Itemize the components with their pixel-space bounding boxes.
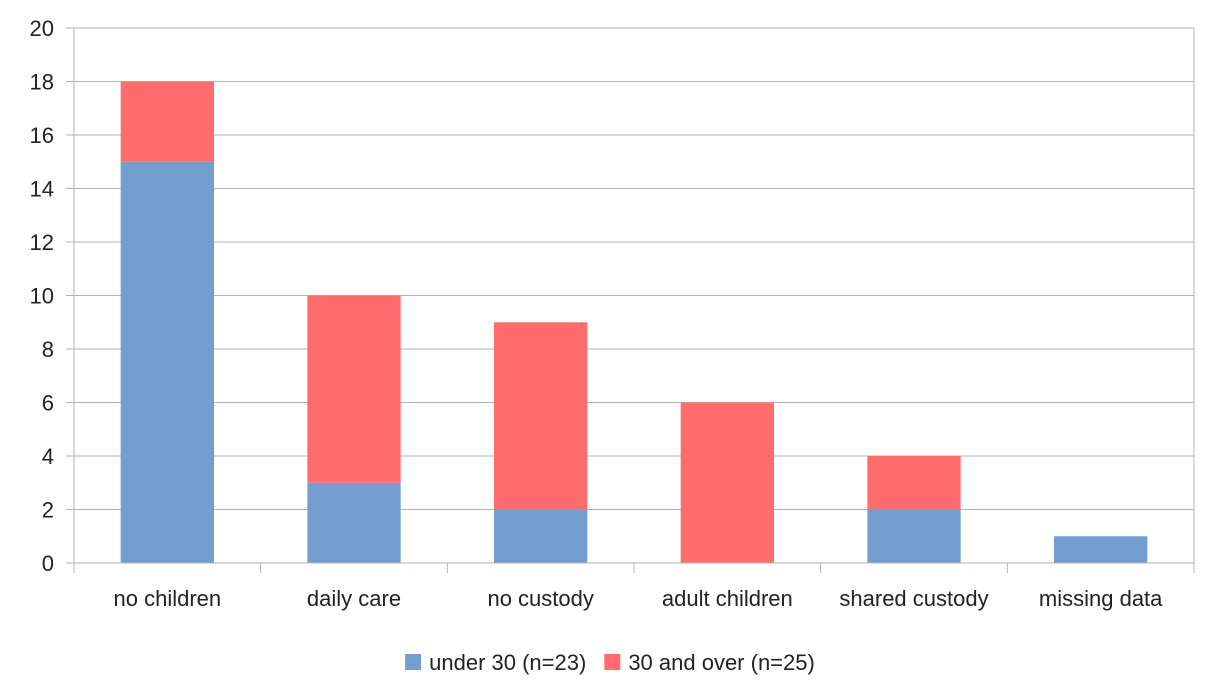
y-tick-label-6: 12 <box>30 230 54 255</box>
x-tick-label-no-custody: no custody <box>487 586 593 611</box>
bar-no-custody-series-0 <box>494 509 588 563</box>
y-tick-label-2: 4 <box>42 444 54 469</box>
y-tick-label-4: 8 <box>42 337 54 362</box>
legend-swatch-0 <box>405 654 422 670</box>
bar-missing-data-series-0 <box>1054 536 1148 563</box>
y-tick-labels: 0 2 4 6 8 10 12 14 16 18 20 <box>30 16 54 576</box>
y-tick-label-5: 10 <box>30 284 54 309</box>
y-tick-label-7: 14 <box>30 177 54 202</box>
x-tick-label-daily-care: daily care <box>307 586 401 611</box>
bar-shared-custody-series-0 <box>867 509 961 563</box>
x-tick-labels: no children daily care no custody adult chi… <box>114 586 1164 611</box>
x-tick-label-no-children: no children <box>114 586 222 611</box>
x-tick-label-adult-children: adult children <box>662 586 793 611</box>
axes <box>66 27 1195 573</box>
legend-label-1: 30 and over (n=25) <box>628 650 815 675</box>
legend-label-0: under 30 (n=23) <box>429 650 586 675</box>
bar-daily-care-series-0 <box>307 482 401 563</box>
y-tick-label-3: 6 <box>42 391 54 416</box>
legend: under 30 (n=23) 30 and over (n=25) <box>405 650 815 675</box>
bar-no-children-series-1 <box>120 81 214 162</box>
legend-item-1: 30 and over (n=25) <box>604 650 815 675</box>
y-tick-label-10: 20 <box>30 16 54 41</box>
bar-no-custody-series-1 <box>494 322 588 510</box>
y-tick-label-8: 16 <box>30 123 54 148</box>
y-tick-label-9: 18 <box>30 70 54 95</box>
y-tick-label-0: 0 <box>42 551 54 576</box>
bar-daily-care-series-1 <box>307 295 401 483</box>
y-tick-label-1: 2 <box>42 498 54 523</box>
bar-shared-custody-series-1 <box>867 456 961 510</box>
legend-swatch-1 <box>604 654 621 670</box>
bar-adult-children-series-1 <box>680 402 774 563</box>
bars <box>120 81 1148 563</box>
x-tick-label-shared-custody: shared custody <box>839 586 988 611</box>
legend-item-0: under 30 (n=23) <box>405 650 586 675</box>
x-tick-label-missing-data: missing data <box>1039 586 1163 611</box>
gridlines <box>74 27 1194 510</box>
bar-no-children-series-0 <box>120 161 214 563</box>
